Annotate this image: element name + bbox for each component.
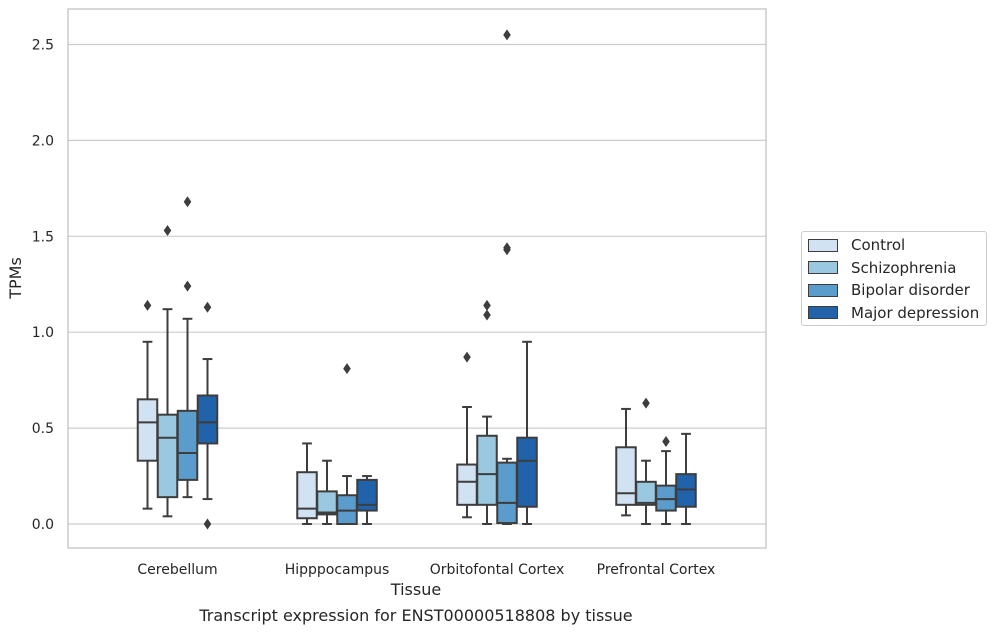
- legend-label: Control: [851, 236, 906, 254]
- iqr-box: [356, 478, 378, 512]
- iqr-box: [156, 413, 179, 499]
- iqr-box: [476, 434, 498, 506]
- outlier-point: [183, 196, 192, 208]
- y-tick-label: 1.0: [32, 325, 54, 341]
- box-schizophrenia: [476, 299, 498, 525]
- y-axis: 0.0 0.5 1.0 1.5 2.0 2.5: [32, 38, 54, 534]
- box-bipolar-disorder: [655, 436, 677, 525]
- outlier-point: [183, 280, 192, 292]
- y-tick-label: 2.5: [32, 38, 54, 54]
- box-schizophrenia: [156, 225, 179, 518]
- box-control: [296, 442, 318, 525]
- legend-item: Major depression: [808, 303, 979, 323]
- outlier-point: [463, 351, 471, 363]
- x-tick-label: Hipppocampus: [285, 562, 390, 578]
- outlier-point: [662, 436, 670, 448]
- box-control: [136, 299, 159, 510]
- legend-item: Schizophrenia: [808, 258, 956, 278]
- legend: Control Schizophrenia Bipolar disorder Majo…: [801, 231, 987, 326]
- iqr-box: [615, 446, 637, 506]
- iqr-box: [635, 480, 657, 506]
- legend-label: Major depression: [851, 303, 980, 322]
- outlier-point: [343, 363, 351, 375]
- iqr-box: [456, 463, 478, 506]
- x-tick-label: Cerebellum: [137, 562, 217, 578]
- outlier-point: [163, 225, 172, 237]
- outlier-point: [483, 309, 491, 321]
- y-tick-label: 2.0: [32, 133, 54, 149]
- box-bipolar-disorder: [496, 29, 518, 525]
- box-control: [456, 351, 478, 519]
- iqr-box: [496, 461, 518, 525]
- plot-area: [136, 29, 697, 530]
- plot-frame: [67, 8, 767, 549]
- legend-swatch: [808, 283, 838, 297]
- box-schizophrenia: [635, 397, 657, 525]
- outlier-point: [143, 299, 152, 311]
- outlier-point: [503, 242, 511, 254]
- box-bipolar-disorder: [336, 363, 358, 526]
- outlier-point: [503, 29, 511, 41]
- iqr-box: [516, 436, 538, 508]
- legend-label: Schizophrenia: [851, 258, 957, 277]
- iqr-box: [176, 409, 199, 481]
- box-major-depression: [516, 340, 538, 525]
- iqr-box: [316, 490, 338, 516]
- y-tick-label: 1.5: [32, 229, 54, 245]
- chart-caption: Transcript expression for ENST0000051880…: [199, 606, 633, 625]
- box-schizophrenia: [316, 459, 338, 525]
- legend-swatch: [808, 261, 838, 274]
- iqr-box: [136, 398, 159, 462]
- x-axis: Cerebellum Hipppocampus Orbitofontal Corte…: [137, 562, 715, 578]
- y-tick-label: 0.0: [32, 517, 54, 533]
- legend-swatch: [808, 306, 838, 319]
- outlier-point: [203, 301, 212, 313]
- outlier-point: [642, 397, 650, 409]
- box-major-depression: [675, 432, 697, 525]
- iqr-box: [196, 394, 219, 445]
- outlier-point: [203, 518, 212, 530]
- box-major-depression: [356, 475, 378, 525]
- outlier-point: [483, 299, 491, 311]
- box-major-depression: [196, 301, 219, 530]
- box-bipolar-disorder: [176, 196, 199, 499]
- box-control: [615, 407, 637, 517]
- y-axis-label: TPMs: [6, 257, 25, 300]
- x-tick-label: Orbitofontal Cortex: [430, 562, 565, 578]
- legend-item: Control: [808, 235, 905, 255]
- y-tick-label: 0.5: [32, 421, 54, 437]
- x-tick-label: Prefrontal Cortex: [597, 562, 716, 578]
- legend-label: Bipolar disorder: [851, 281, 970, 299]
- x-axis-label: Tissue: [390, 580, 441, 599]
- legend-item: Bipolar disorder: [808, 280, 970, 300]
- iqr-box: [296, 471, 318, 520]
- legend-swatch: [808, 238, 838, 252]
